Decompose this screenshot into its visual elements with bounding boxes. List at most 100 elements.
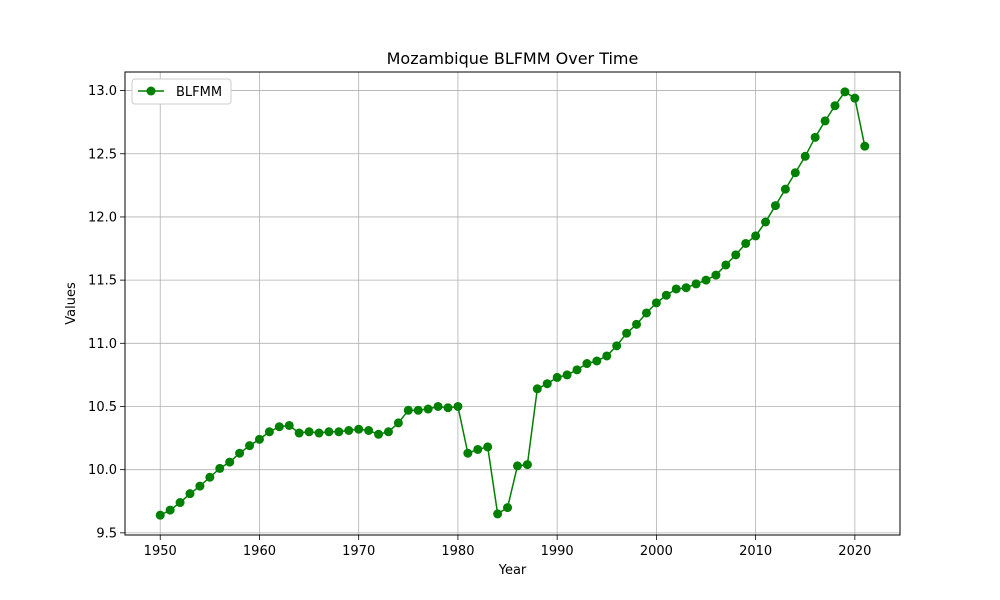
y-tick-label: 13.0	[88, 84, 117, 99]
data-point-blfmm	[165, 505, 175, 515]
data-point-blfmm	[374, 429, 384, 439]
data-point-blfmm	[780, 184, 790, 194]
y-tick-label: 10.0	[88, 463, 117, 478]
y-axis-ticks: 9.5 10.0 10.5 11.0 11.5 12.0 12.5 13.0	[88, 84, 125, 541]
data-point-blfmm	[790, 168, 800, 178]
y-tick-label: 10.5	[88, 400, 117, 415]
data-point-blfmm	[453, 401, 463, 411]
data-point-blfmm	[641, 308, 651, 318]
data-point-blfmm	[602, 351, 612, 361]
data-point-blfmm	[840, 87, 850, 97]
data-point-blfmm	[254, 434, 264, 444]
x-tick-label: 2000	[640, 544, 673, 559]
legend-marker-blfmm	[146, 86, 156, 96]
legend: BLFMM	[131, 78, 232, 105]
data-point-blfmm	[185, 489, 195, 499]
data-point-blfmm	[393, 418, 403, 428]
data-point-blfmm	[671, 284, 681, 294]
data-point-blfmm	[503, 503, 513, 513]
data-point-blfmm	[493, 509, 503, 519]
data-point-blfmm	[433, 401, 443, 411]
data-point-blfmm	[344, 425, 354, 435]
data-point-blfmm	[830, 101, 840, 111]
data-point-blfmm	[383, 427, 393, 437]
data-point-blfmm	[245, 441, 255, 451]
grid	[125, 72, 900, 535]
data-point-blfmm	[691, 279, 701, 289]
data-point-blfmm	[582, 359, 592, 369]
x-axis-label: Year	[498, 563, 527, 578]
data-point-blfmm	[810, 132, 820, 142]
data-point-blfmm	[403, 405, 413, 415]
data-point-blfmm	[205, 472, 215, 482]
data-point-blfmm	[264, 427, 274, 437]
data-point-blfmm	[622, 328, 632, 338]
data-point-blfmm	[542, 379, 552, 389]
x-tick-label: 1990	[541, 544, 574, 559]
data-point-blfmm	[483, 442, 493, 452]
data-point-blfmm	[473, 444, 483, 454]
data-point-blfmm	[711, 270, 721, 280]
data-point-blfmm	[761, 217, 771, 227]
legend-label-blfmm: BLFMM	[176, 85, 222, 100]
data-point-blfmm	[860, 141, 870, 151]
data-point-blfmm	[661, 290, 671, 300]
data-point-blfmm	[532, 384, 542, 394]
data-point-blfmm	[334, 427, 344, 437]
data-point-blfmm	[592, 356, 602, 366]
data-point-blfmm	[800, 151, 810, 161]
x-tick-label: 1960	[243, 544, 276, 559]
data-point-blfmm	[443, 403, 453, 413]
data-point-blfmm	[751, 231, 761, 241]
data-point-blfmm	[850, 93, 860, 103]
data-point-blfmm	[215, 463, 225, 473]
data-point-blfmm	[354, 424, 364, 434]
x-tick-label: 1970	[342, 544, 375, 559]
data-point-blfmm	[175, 498, 185, 508]
y-tick-label: 9.5	[96, 526, 117, 541]
x-tick-label: 1980	[441, 544, 474, 559]
chart-title: Mozambique BLFMM Over Time	[387, 49, 639, 68]
x-tick-label: 1950	[144, 544, 177, 559]
y-axis-label: Values	[64, 282, 79, 325]
data-point-blfmm	[522, 460, 532, 470]
data-point-blfmm	[314, 428, 324, 438]
x-tick-label: 2010	[739, 544, 772, 559]
y-tick-label: 11.5	[88, 274, 117, 289]
data-point-blfmm	[423, 404, 433, 414]
data-point-blfmm	[195, 481, 205, 491]
x-tick-label: 2020	[838, 544, 871, 559]
y-tick-label: 12.5	[88, 147, 117, 162]
x-axis-ticks: 1950 1960 1970 1980 1990 2000 2010 2020	[144, 535, 871, 559]
data-point-blfmm	[721, 260, 731, 270]
data-point-blfmm	[731, 250, 741, 260]
data-point-blfmm	[820, 116, 830, 126]
data-point-blfmm	[235, 448, 245, 458]
data-point-blfmm	[552, 372, 562, 382]
data-point-blfmm	[770, 201, 780, 211]
data-point-blfmm	[681, 283, 691, 293]
data-point-blfmm	[294, 428, 304, 438]
data-point-blfmm	[612, 341, 622, 351]
data-point-blfmm	[741, 238, 751, 248]
data-point-blfmm	[651, 298, 661, 308]
y-tick-label: 12.0	[88, 210, 117, 225]
data-point-blfmm	[632, 319, 642, 329]
data-point-blfmm	[562, 370, 572, 380]
data-point-blfmm	[512, 461, 522, 471]
data-point-blfmm	[274, 422, 284, 432]
data-point-blfmm	[364, 425, 374, 435]
data-point-blfmm	[413, 405, 423, 415]
plot-area	[125, 72, 900, 535]
data-point-blfmm	[463, 448, 473, 458]
axes-frame	[124, 71, 901, 536]
data-point-blfmm	[304, 427, 314, 437]
series-layer	[155, 87, 870, 520]
data-point-blfmm	[701, 275, 711, 285]
data-point-blfmm	[155, 510, 165, 520]
data-point-blfmm	[225, 457, 235, 467]
y-tick-label: 11.0	[88, 337, 117, 352]
legend-frame	[131, 78, 232, 105]
data-point-blfmm	[324, 427, 334, 437]
